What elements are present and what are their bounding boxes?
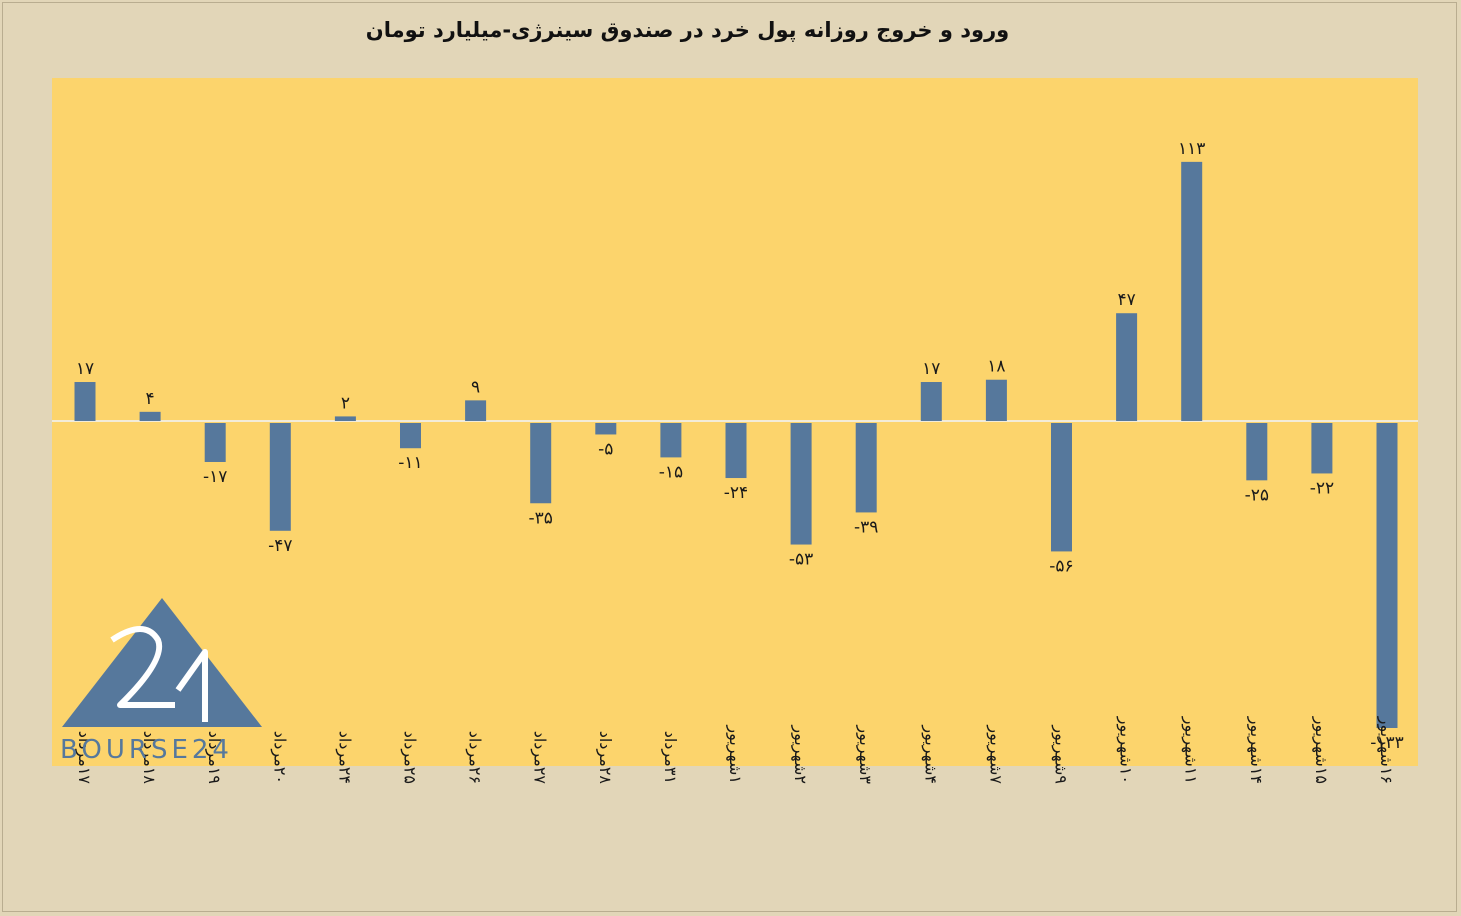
data-label-21: -۱۳۳: [1370, 733, 1404, 753]
bar-6: [400, 423, 421, 449]
bar-4: [269, 423, 291, 531]
bar-8: [530, 423, 552, 504]
bar-19: [1246, 423, 1268, 481]
category-label-12: ۲شهریور: [790, 724, 810, 784]
category-label-20: ۱۵شهریور: [1311, 716, 1331, 784]
data-label-14: ۱۷: [922, 359, 940, 379]
data-label-17: ۴۷: [1117, 290, 1135, 310]
data-label-3: -۱۷: [203, 467, 227, 487]
data-label-1: ۱۷: [76, 359, 94, 379]
bar-1: [74, 382, 96, 421]
bars-group: [74, 161, 1398, 728]
category-label-11: ۱شهریور: [725, 724, 745, 784]
category-label-16: ۹شهریور: [1051, 724, 1071, 784]
bar-15: [985, 379, 1007, 421]
data-label-16: -۵۶: [1049, 556, 1073, 576]
category-label-2: ۱۸مرداد: [139, 731, 159, 785]
data-label-8: -۳۵: [528, 508, 552, 528]
data-label-2: ۴: [146, 389, 155, 409]
data-labels-group: ۱۷ ۴ -۱۷ -۴۷ ۲ -۱۱ ۹ -۳۵ -۵ -۱۵ -۲۴ -۵۳ -۳۹ ۱۷ ۱۸ -۵۶ ۴۷…: [76, 139, 1404, 753]
bar-13: [855, 423, 877, 513]
logo-24-mark: [110, 626, 208, 722]
bar-10: [660, 423, 682, 458]
data-label-19: -۲۵: [1245, 485, 1269, 505]
data-label-4: -۴۷: [268, 536, 292, 556]
logo-text: BOURSE24: [60, 735, 233, 765]
category-label-9: ۲۸مرداد: [595, 731, 615, 785]
category-label-21: ۱۶شهریور: [1376, 716, 1396, 784]
category-label-13: ۳شهریور: [855, 724, 875, 784]
category-label-19: ۱۴شهریور: [1246, 716, 1266, 784]
data-label-10: -۱۵: [659, 462, 683, 482]
bar-12: [790, 423, 812, 545]
chart-title: ورود و خروج روزانه پول خرد در صندوق سینر…: [365, 18, 1010, 42]
category-label-14: ۴شهریور: [920, 724, 940, 784]
bar-11: [725, 423, 747, 479]
bar-2: [139, 411, 161, 421]
logo-triangle: [62, 598, 262, 727]
category-label-15: ۷شهریور: [985, 724, 1005, 784]
bar-20: [1311, 423, 1333, 474]
bar-14: [920, 382, 942, 421]
category-label-1: ۱۷مرداد: [74, 731, 94, 785]
bar-21: [1376, 423, 1398, 728]
data-label-12: -۵۳: [789, 550, 813, 570]
bar-16: [1051, 423, 1072, 552]
category-label-3: ۱۹مرداد: [204, 731, 224, 784]
data-label-6: -۱۱: [398, 453, 422, 473]
bar-3: [204, 423, 226, 462]
category-label-4: ۲۰مرداد: [269, 731, 289, 784]
data-label-15: ۱۸: [987, 357, 1005, 377]
bar-17: [1116, 313, 1138, 421]
category-label-10: ۳۱مرداد: [660, 731, 680, 784]
data-label-9: -۵: [598, 439, 613, 459]
bar-5: [334, 416, 356, 421]
data-label-5: ۲: [341, 393, 350, 413]
data-label-13: -۳۹: [854, 517, 878, 537]
category-label-18: ۱۱شهریور: [1181, 716, 1201, 784]
bar-18: [1181, 161, 1203, 421]
bar-7: [465, 400, 487, 421]
data-label-11: -۲۴: [724, 483, 748, 503]
category-label-17: ۱۰شهریور: [1116, 716, 1136, 784]
bourse24-logo: BOURSE24: [60, 598, 262, 765]
category-label-6: ۲۵مرداد: [400, 731, 420, 784]
category-label-7: ۲۶مرداد: [465, 731, 485, 784]
data-label-20: -۲۲: [1310, 478, 1334, 498]
category-label-5: ۲۴مرداد: [334, 731, 354, 784]
category-labels-group: ۱۷مرداد ۱۸مرداد ۱۹مرداد ۲۰مرداد ۲۴مرداد ۲۵مرد…: [74, 716, 1396, 785]
bar-9: [595, 423, 617, 435]
data-label-18: ۱۱۳: [1178, 139, 1205, 159]
data-label-7: ۹: [471, 377, 480, 397]
category-label-8: ۲۷مرداد: [530, 731, 550, 785]
